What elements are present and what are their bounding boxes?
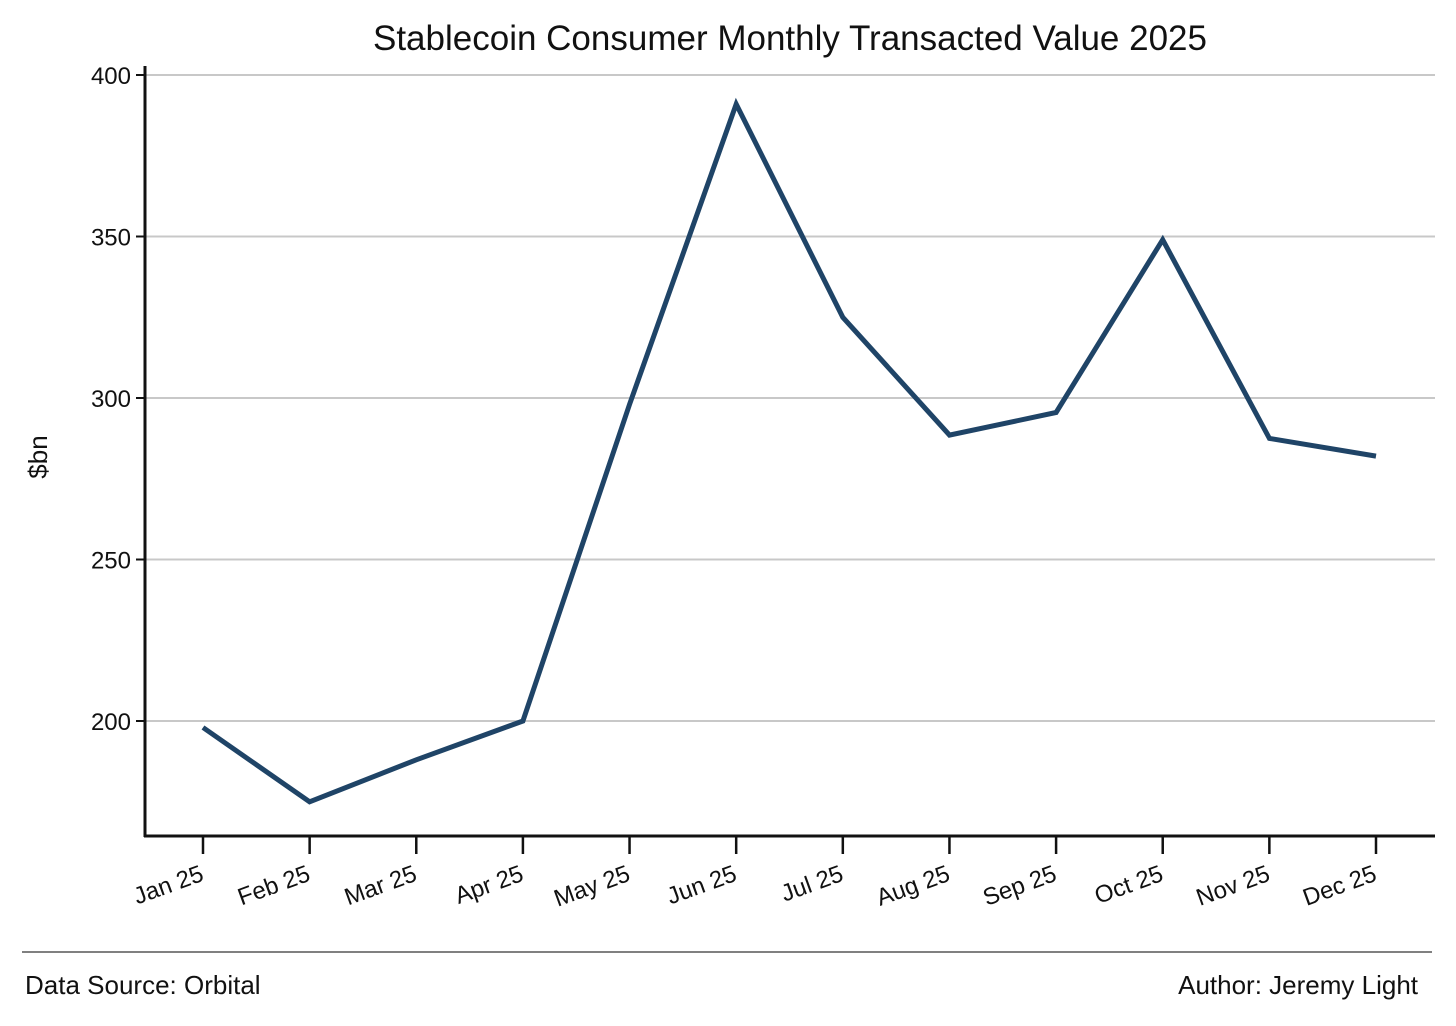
x-tick-label-1: Feb 25 [234,860,313,911]
footer-divider [22,951,1432,953]
chart-title: Stablecoin Consumer Monthly Transacted V… [373,19,1207,58]
series-layer [201,97,1377,805]
x-tick-label-0: Jan 25 [130,860,207,910]
y-tick-label-250: 250 [91,548,131,575]
y-tick-label-200: 200 [91,709,131,736]
x-tick-label-9: Oct 25 [1091,860,1167,910]
x-tick-label-8: Sep 25 [979,860,1060,911]
series-line-0 [201,97,1377,805]
y-tick-label-300: 300 [91,386,131,413]
x-tick-label-2: Mar 25 [341,860,420,911]
y-axis: 200 250 300 350 400 [91,63,147,837]
y-tick-label-350: 350 [91,225,131,252]
x-tick-label-11: Dec 25 [1299,860,1380,911]
x-tick-label-3: Apr 25 [451,860,527,910]
x-tick-label-7: Aug 25 [873,860,954,911]
x-tick-label-4: May 25 [550,860,633,912]
gridlines [145,74,1435,722]
x-tick-label-10: Nov 25 [1193,860,1274,911]
line-chart: Stablecoin Consumer Monthly Transacted V… [23,19,1435,913]
data-source-note: Data Source: Orbital [25,970,261,1000]
x-tick-label-5: Jun 25 [663,860,740,910]
y-axis-label: $bn [23,435,53,478]
x-axis: Jan 25 Feb 25 Mar 25 Apr 25 May 25 Jun 25 Jul … [130,834,1435,913]
y-tick-label-400: 400 [91,63,131,90]
author-note: Author: Jeremy Light [1178,970,1418,1000]
x-tick-label-6: Jul 25 [777,860,846,907]
